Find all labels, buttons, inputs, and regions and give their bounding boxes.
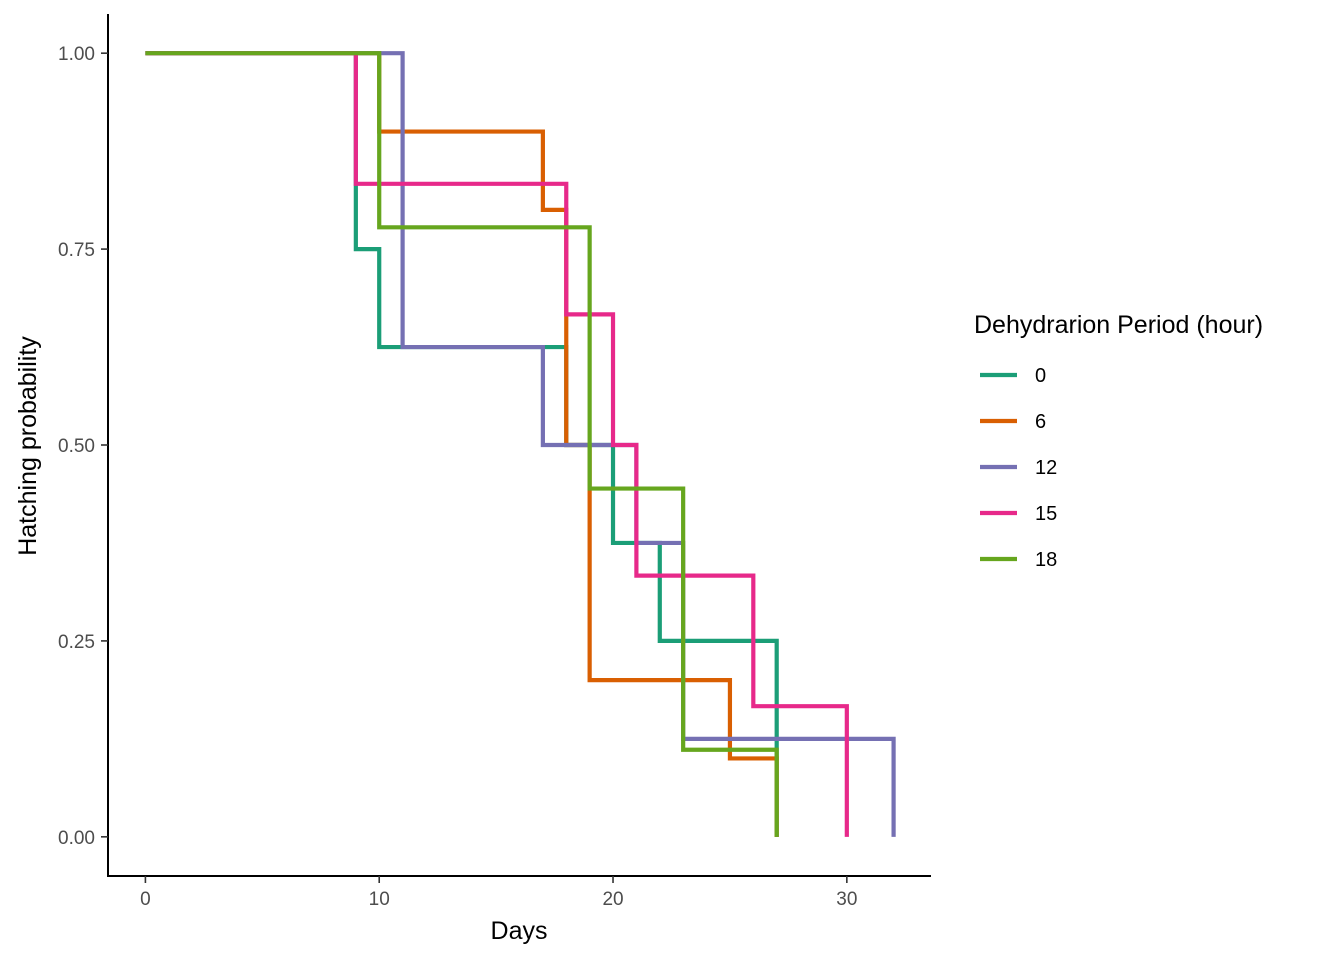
x-tick-label: 20 (602, 889, 623, 910)
series-line-15 (145, 51, 849, 837)
x-tick-label: 10 (369, 889, 390, 910)
series-line-18 (145, 51, 779, 837)
y-tick-label: 0.50 (58, 436, 95, 457)
y-axis-title: Hatching probability (14, 336, 42, 556)
x-axis-title: Days (491, 917, 548, 945)
legend-label-18: 18 (1035, 549, 1057, 571)
legend-label-12: 12 (1035, 457, 1057, 479)
legend-label-0: 0 (1035, 365, 1046, 387)
legend-label-15: 15 (1035, 503, 1057, 525)
y-tick-label: 0.00 (58, 828, 95, 849)
y-tick-label: 0.25 (58, 632, 95, 653)
axes-layer (107, 14, 931, 877)
y-tick-label: 0.75 (58, 240, 95, 261)
x-tick-label: 30 (836, 889, 857, 910)
series-line-12 (145, 51, 896, 837)
legend-title: Dehydrarion Period (hour) (974, 311, 1263, 339)
ticks-layer: 0 10 20 30 0.00 0.25 0.50 0.75 1.00 (58, 44, 857, 910)
legend: Dehydrarion Period (hour) 0 6 12 15 18 (974, 311, 1263, 571)
y-tick-label: 1.00 (58, 44, 95, 65)
series-layer (145, 51, 896, 837)
legend-label-6: 6 (1035, 411, 1046, 433)
x-tick-label: 0 (140, 889, 151, 910)
